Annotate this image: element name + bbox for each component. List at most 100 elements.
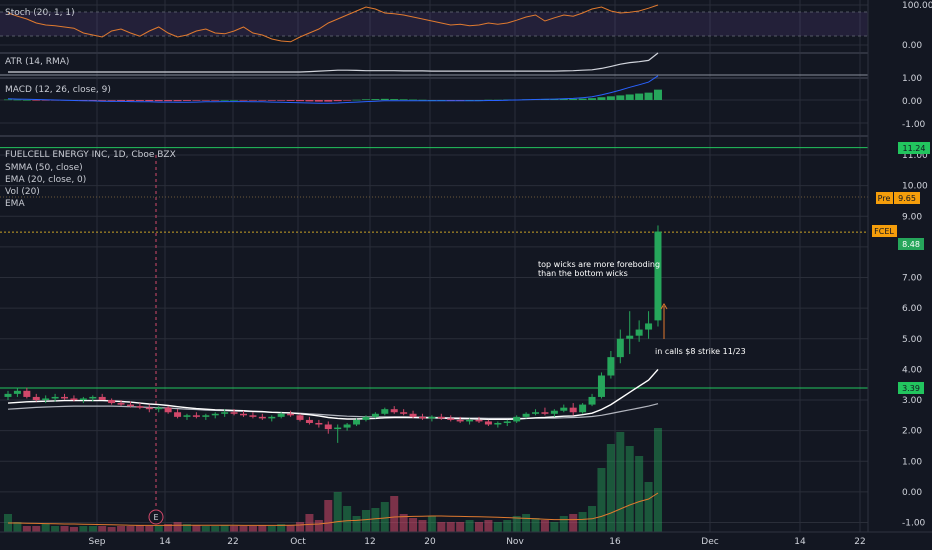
macd-hist-bar: [333, 100, 342, 102]
macd-tick-neg1: -1.00: [902, 120, 926, 130]
volume-bar: [305, 514, 314, 532]
volume-bar: [427, 516, 436, 532]
note-calls: in calls $8 strike 11/23: [655, 347, 746, 356]
volume-bar: [126, 526, 135, 532]
macd-hist-bar: [324, 100, 333, 102]
ema-20-line: [7, 368, 659, 420]
price-legend: FUELCELL ENERGY INC, 1D, Cboe BZX SMMA (…: [5, 150, 176, 209]
macd-hist-bar: [635, 93, 644, 100]
volume-bar: [239, 526, 248, 532]
tag-fcel-label: FCEL: [874, 227, 894, 236]
macd-hist-bar: [164, 100, 173, 102]
tag-pre-value-bg: [894, 192, 920, 204]
macd-hist-bar: [32, 100, 41, 101]
price-tick: -1.00: [902, 519, 926, 529]
volume-bar: [154, 526, 163, 532]
macd-hist-bar: [41, 100, 50, 101]
time-axis-labels: Sep 14 22 Oct 12 20 Nov 16 Dec 14 22: [89, 537, 866, 547]
legend-ema20: EMA (20, close, 0): [5, 175, 86, 185]
macd-hist-bar: [107, 100, 116, 101]
time-axis[interactable]: [0, 532, 932, 550]
candle-body: [513, 416, 521, 422]
volume-bar: [475, 522, 483, 532]
candle-body: [607, 357, 615, 376]
candle-body: [70, 398, 78, 400]
volume-bar: [60, 526, 69, 532]
candle-body: [23, 390, 31, 397]
candle-body: [145, 407, 153, 410]
tag-upper: 11.24: [898, 142, 930, 154]
volume-bar: [164, 524, 173, 532]
price-tick: 0.00: [902, 488, 922, 498]
macd-hist-bar: [248, 100, 257, 101]
macd-hist-bar: [277, 100, 286, 101]
volume-bar: [644, 482, 653, 532]
candle-body: [579, 404, 587, 413]
macd-tick-0: 0.00: [902, 97, 922, 107]
candle-body: [315, 422, 323, 425]
candle-body: [240, 413, 247, 416]
volume-bar: [182, 524, 191, 532]
volume-bar: [606, 444, 615, 532]
volume-bar: [550, 522, 559, 532]
smma-50-line: [7, 403, 659, 419]
tag-upper-bg: [898, 142, 930, 154]
price-tick: 6.00: [902, 304, 922, 314]
macd-hist-bar: [126, 100, 135, 101]
stoch-line: [7, 4, 659, 43]
time-label: Sep: [89, 537, 106, 547]
price-tick: 9.00: [902, 212, 922, 222]
macd-hist-bar: [653, 89, 662, 100]
candle-body: [117, 403, 125, 405]
candle-body: [371, 413, 379, 417]
candle-body: [61, 396, 69, 399]
price-tick: 4.00: [902, 365, 922, 375]
legend-smma: SMMA (50, close): [5, 163, 83, 173]
candle-body: [108, 400, 116, 404]
macd-hist-bar: [296, 100, 305, 102]
volume-bar: [371, 508, 380, 532]
candle-body: [400, 412, 408, 414]
candle-body: [13, 390, 21, 394]
time-label: Oct: [290, 537, 306, 547]
earnings-marker[interactable]: [148, 509, 164, 525]
symbol-title: FUELCELL ENERGY INC, 1D, Cboe BZX: [5, 150, 176, 160]
candle-body: [98, 396, 106, 400]
candle-body: [569, 407, 577, 413]
candle-body: [211, 413, 219, 416]
volume-bar: [201, 526, 210, 532]
macd-hist-bar: [305, 100, 314, 102]
candle-body: [447, 418, 455, 420]
candle-body: [597, 375, 605, 397]
volume-bar: [540, 520, 549, 532]
candle-body: [466, 419, 474, 422]
volume-bar: [117, 526, 126, 532]
candle-body: [277, 413, 285, 417]
candle-body: [164, 407, 172, 413]
candle-body: [32, 396, 40, 400]
price-axis[interactable]: [868, 0, 932, 532]
candle-body: [418, 416, 426, 419]
volume-bar: [173, 522, 182, 532]
volume-bar: [230, 526, 239, 532]
candle-body: [230, 412, 238, 414]
volume-bar: [531, 518, 540, 532]
candle-body: [221, 412, 229, 414]
tag-pre-label-bg: [876, 192, 893, 204]
macd-hist-bar: [371, 99, 380, 100]
macd-hist-bar: [578, 98, 587, 100]
macd-line: [7, 75, 659, 104]
candle-body: [89, 396, 97, 399]
candle-body: [588, 396, 596, 405]
volume-bar: [390, 496, 399, 532]
note-arrow-head: [660, 303, 668, 310]
note-wicks-line1: top wicks are more foreboding: [538, 260, 660, 269]
candle-body: [4, 393, 12, 397]
stoch-band: [0, 12, 868, 36]
candle-body: [390, 409, 398, 413]
macd-hist-bar: [201, 100, 210, 101]
macd-hist-bar: [192, 100, 201, 101]
candle-body: [287, 413, 295, 416]
note-wicks-line2: than the bottom wicks: [538, 269, 628, 278]
